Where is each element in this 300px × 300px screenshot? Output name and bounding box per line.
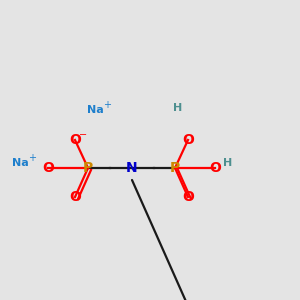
Text: P: P	[170, 161, 180, 175]
Text: O: O	[182, 133, 194, 147]
Text: H: H	[224, 158, 232, 168]
Text: Na: Na	[12, 158, 28, 168]
Text: +: +	[103, 100, 111, 110]
Text: O: O	[42, 161, 54, 175]
Text: H: H	[173, 103, 183, 113]
Text: N: N	[126, 161, 138, 175]
Text: O: O	[209, 161, 221, 175]
Text: O: O	[182, 190, 194, 204]
Text: O: O	[69, 133, 81, 147]
Text: +: +	[28, 153, 36, 163]
Text: P: P	[83, 161, 93, 175]
Text: Na: Na	[87, 105, 103, 115]
Text: O: O	[69, 190, 81, 204]
Text: −: −	[79, 130, 87, 140]
